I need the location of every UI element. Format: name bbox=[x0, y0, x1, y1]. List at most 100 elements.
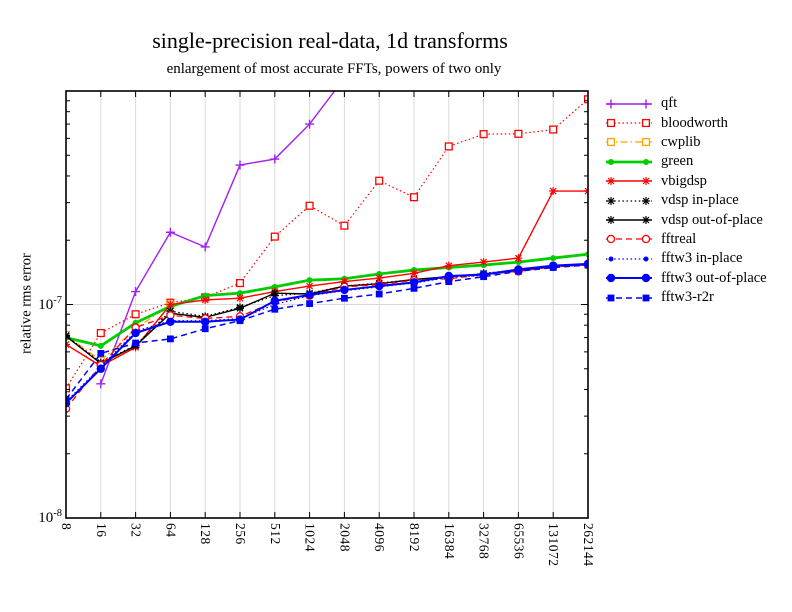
x-tick-label: 32 bbox=[128, 523, 144, 538]
data-point-marker bbox=[641, 119, 651, 128]
data-point-marker bbox=[549, 187, 558, 196]
data-point-marker bbox=[340, 74, 349, 83]
data-point-marker bbox=[445, 278, 453, 286]
data-point-marker bbox=[96, 379, 106, 389]
series-line bbox=[100, 91, 336, 385]
series-line bbox=[66, 262, 588, 404]
x-tick-label: 256 bbox=[233, 523, 248, 545]
data-point-marker bbox=[515, 259, 522, 266]
data-point-marker bbox=[201, 325, 209, 333]
data-point-marker bbox=[235, 160, 245, 170]
data-point-marker bbox=[131, 310, 140, 319]
data-point-marker bbox=[97, 342, 104, 349]
data-point-marker bbox=[166, 317, 175, 326]
data-point-marker bbox=[643, 256, 649, 262]
data-point-marker bbox=[306, 277, 313, 284]
data-point-marker bbox=[642, 177, 650, 186]
data-point-marker bbox=[96, 364, 106, 373]
legend-marker-sample bbox=[606, 235, 652, 244]
data-point-marker bbox=[444, 142, 453, 151]
series-line bbox=[66, 263, 588, 403]
data-point-marker bbox=[375, 281, 384, 291]
series-line bbox=[66, 264, 588, 410]
data-point-marker bbox=[271, 283, 278, 290]
x-tick-label: 1024 bbox=[302, 523, 318, 552]
data-point-marker bbox=[549, 264, 557, 271]
data-point-marker bbox=[270, 289, 279, 298]
legend-marker-sample bbox=[606, 216, 652, 225]
data-point-marker bbox=[131, 328, 140, 338]
x-tick-label: 16 bbox=[93, 523, 109, 538]
legend-item: qft bbox=[604, 94, 792, 113]
legend-label: fftw3 out-of-place bbox=[661, 269, 767, 286]
x-tick-label: 512 bbox=[267, 523, 283, 545]
gridlines bbox=[66, 91, 588, 518]
legend-label: fftw3-r2r bbox=[661, 289, 714, 306]
data-point-marker bbox=[608, 256, 614, 262]
data-point-marker bbox=[270, 154, 280, 164]
data-point-marker bbox=[167, 335, 174, 343]
series-line bbox=[66, 264, 588, 400]
data-point-marker bbox=[480, 273, 487, 281]
data-point-marker bbox=[606, 119, 616, 128]
x-tick-label: 8192 bbox=[407, 523, 422, 552]
data-point-marker bbox=[641, 138, 651, 147]
x-tick-label: 4096 bbox=[372, 523, 388, 552]
data-point-marker bbox=[607, 177, 615, 186]
data-point-marker bbox=[166, 300, 175, 309]
data-point-marker bbox=[66, 384, 71, 393]
data-point-marker bbox=[584, 261, 588, 269]
data-point-marker bbox=[410, 269, 418, 278]
series-green bbox=[66, 251, 588, 349]
data-point-marker bbox=[340, 277, 349, 286]
data-point-marker bbox=[202, 292, 209, 299]
data-point-marker bbox=[237, 290, 243, 297]
data-point-marker bbox=[306, 300, 313, 307]
x-tick-label: 8 bbox=[59, 523, 74, 531]
series-line bbox=[66, 303, 171, 362]
data-point-marker bbox=[271, 305, 279, 313]
legend-item: vdsp in-place bbox=[604, 191, 792, 210]
data-point-marker bbox=[305, 119, 315, 129]
data-point-marker bbox=[132, 339, 139, 347]
data-point-marker bbox=[409, 278, 419, 287]
data-point-marker bbox=[96, 328, 105, 338]
x-tick-label: 2048 bbox=[337, 523, 353, 552]
legend-marker-sample bbox=[606, 119, 652, 128]
data-point-marker bbox=[131, 287, 141, 297]
data-point-marker bbox=[200, 242, 210, 252]
series-fftw3-r2r bbox=[66, 261, 588, 403]
legend-item: green bbox=[604, 152, 792, 171]
data-point-marker bbox=[641, 274, 651, 283]
data-point-marker bbox=[270, 232, 279, 241]
data-point-marker bbox=[515, 267, 522, 275]
legend-marker-sample bbox=[606, 256, 652, 262]
data-point-marker bbox=[235, 279, 245, 288]
legend-marker-sample bbox=[606, 99, 652, 109]
legend-item: cwplib bbox=[604, 133, 792, 152]
data-point-marker bbox=[375, 176, 384, 185]
data-point-marker bbox=[236, 294, 244, 303]
legend-label: fftw3 in-place bbox=[661, 250, 743, 267]
legend-item: fftreal bbox=[604, 230, 792, 249]
legend-label: bloodworth bbox=[661, 114, 728, 131]
data-point-marker bbox=[444, 261, 453, 270]
legend-item: fftw3 in-place bbox=[604, 249, 792, 268]
data-point-marker bbox=[606, 99, 616, 109]
data-point-marker bbox=[305, 290, 314, 300]
x-tick-label: 131072 bbox=[546, 523, 562, 567]
chart-title: single-precision real-data, 1d transform… bbox=[152, 28, 508, 53]
data-point-marker bbox=[376, 270, 383, 277]
data-point-marker bbox=[375, 290, 383, 298]
legend-marker-sample bbox=[606, 177, 652, 186]
data-point-marker bbox=[606, 274, 616, 283]
legend-item: fftw3 out-of-place bbox=[604, 269, 792, 288]
series-line bbox=[66, 190, 588, 367]
data-point-marker bbox=[409, 193, 419, 202]
legend-item: vbigdsp bbox=[604, 172, 792, 191]
series-vdsp-in-place bbox=[66, 259, 588, 367]
data-point-marker bbox=[608, 158, 614, 165]
data-point-marker bbox=[514, 129, 523, 138]
